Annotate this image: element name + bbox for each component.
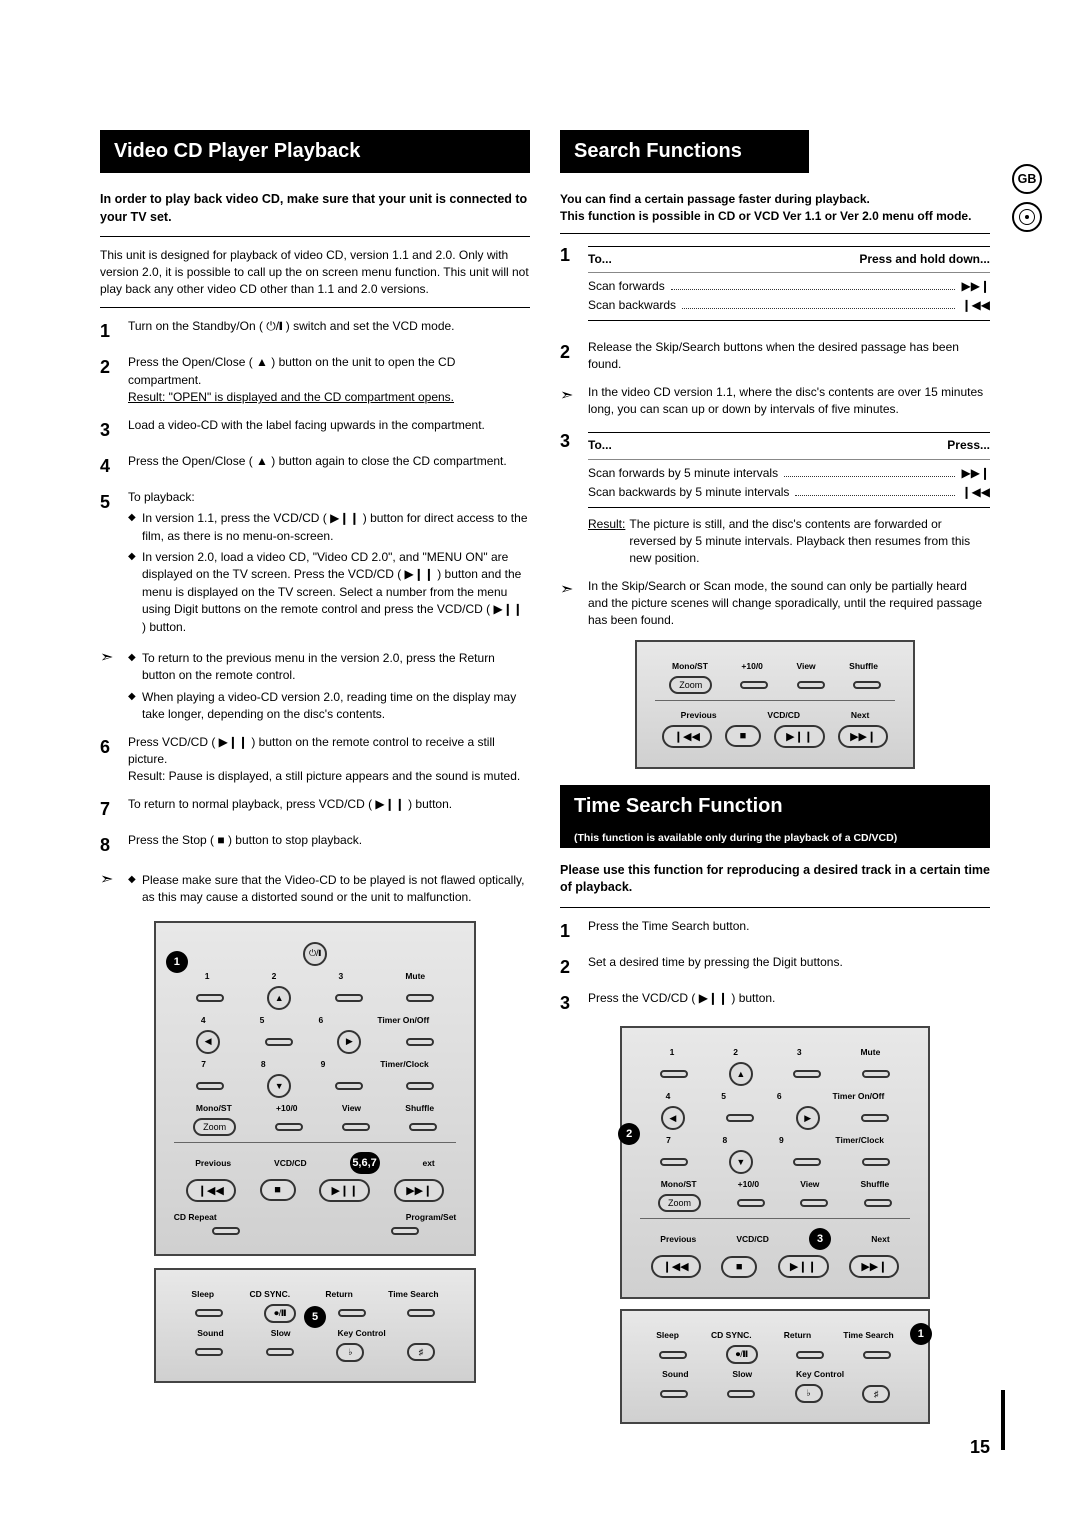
remote-diagram-main: 1 ⏻/❙ 123Mute ▲ 456Timer On/Off ◀▶ 789Ti…	[154, 921, 477, 1256]
section-title-search: Search Functions	[560, 130, 809, 173]
step-6a: Press VCD/CD ( ▶❙❙ ) button on the remot…	[128, 734, 530, 769]
side-badges: GB	[1012, 164, 1042, 232]
remote-time-search-lower: 1 SleepCD SYNC.ReturnTime Search ⏺/❙❙ So…	[620, 1309, 930, 1424]
step-3: Load a video-CD with the label facing up…	[128, 417, 530, 434]
intro-plain: This unit is designed for playback of vi…	[100, 247, 530, 308]
remote-time-search-main: 2 123Mute ▲ 456Timer On/Off ◀▶ 789Timer/…	[620, 1026, 930, 1299]
step-5b: In version 2.0, load a video CD, "Video …	[142, 549, 530, 636]
steps-list: 1Turn on the Standby/On ( ⏻/❙ ) switch a…	[100, 318, 530, 906]
badge-1-icon: 1	[166, 951, 188, 973]
badge-5-icon: 5	[304, 1306, 326, 1328]
step-6b: Result: Pause is displayed, a still pict…	[128, 768, 530, 785]
badge-567-icon: 5,6,7	[350, 1152, 380, 1174]
time-search-intro: Please use this function for reproducing…	[560, 862, 990, 908]
section-title-time-search: Time Search Function	[560, 785, 990, 828]
disc-icon	[1012, 202, 1042, 232]
step-1: Turn on the Standby/On ( ⏻/❙ ) switch an…	[128, 318, 530, 335]
search-note1: In the video CD version 1.1, where the d…	[588, 384, 990, 419]
scan-table-1: To...Press and hold down... Scan forward…	[588, 246, 990, 321]
remote-mini-nav: Mono/ST+10/0ViewShuffle Zoom PreviousVCD…	[635, 640, 915, 769]
step-7: To return to normal playback, press VCD/…	[128, 796, 530, 813]
section-title-vcd-playback: Video CD Player Playback	[100, 130, 530, 173]
badge-ts1-icon: 1	[910, 1323, 932, 1345]
step-2a: Press the Open/Close ( ▲ ) button on the…	[128, 354, 530, 389]
lang-badge: GB	[1012, 164, 1042, 194]
step-4: Press the Open/Close ( ▲ ) button again …	[128, 453, 530, 470]
power-icon: ⏻/❙	[303, 942, 327, 966]
step-2b: Result: "OPEN" is displayed and the CD c…	[128, 390, 454, 404]
page-edge-bar	[1001, 1390, 1005, 1450]
step-5d: When playing a video-CD version 2.0, rea…	[142, 689, 530, 724]
page-number: 15	[970, 1437, 990, 1458]
step-5a: In version 1.1, press the VCD/CD ( ▶❙❙ )…	[142, 510, 530, 545]
ts-step2: Set a desired time by pressing the Digit…	[588, 954, 990, 971]
search-step2: Release the Skip/Search buttons when the…	[588, 339, 990, 374]
step-5: To playback:	[128, 489, 530, 506]
note-flaw: Please make sure that the Video-CD to be…	[142, 872, 530, 907]
ts-step1: Press the Time Search button.	[588, 918, 990, 935]
time-search-subtitle: (This function is available only during …	[560, 828, 990, 848]
left-column: Video CD Player Playback In order to pla…	[100, 130, 530, 1434]
badge-ts2-icon: 2	[618, 1123, 640, 1145]
intro-bold: In order to play back video CD, make sur…	[100, 191, 530, 237]
right-column: GB Search Functions You can find a certa…	[560, 130, 990, 1434]
search-note2: In the Skip/Search or Scan mode, the sou…	[588, 578, 990, 630]
step-5c: To return to the previous menu in the ve…	[142, 650, 530, 685]
result-text: The picture is still, and the disc's con…	[629, 516, 990, 568]
remote-diagram-lower: SleepCD SYNC.ReturnTime Search ⏺/❙❙ 5 So…	[154, 1268, 477, 1383]
badge-ts3-icon: 3	[809, 1228, 831, 1250]
search-intro-a: You can find a certain passage faster du…	[560, 191, 990, 208]
ts-step3: Press the VCD/CD ( ▶❙❙ ) button.	[588, 990, 990, 1007]
step-8: Press the Stop ( ■ ) button to stop play…	[128, 832, 530, 849]
search-intro-b: This function is possible in CD or VCD V…	[560, 208, 990, 234]
scan-table-2: To...Press... Scan forwards by 5 minute …	[588, 432, 990, 507]
